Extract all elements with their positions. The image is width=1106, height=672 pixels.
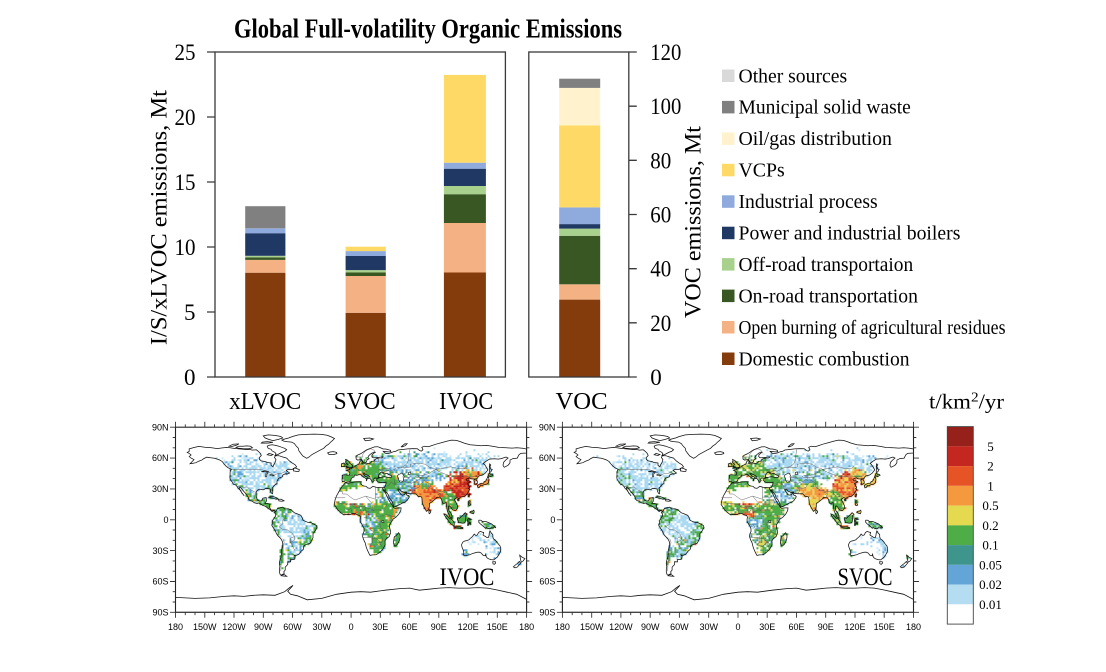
svg-text:0: 0	[650, 365, 662, 390]
svg-text:IVOC: IVOC	[439, 564, 494, 591]
svg-text:180: 180	[906, 622, 921, 632]
svg-text:xLVOC: xLVOC	[229, 389, 301, 415]
svg-text:Global Full-volatility Organic: Global Full-volatility Organic Emissions	[234, 14, 622, 44]
svg-text:150E: 150E	[487, 622, 508, 632]
svg-text:60E: 60E	[788, 622, 804, 632]
svg-text:60S: 60S	[539, 577, 555, 587]
svg-text:90N: 90N	[152, 422, 169, 432]
svg-text:VCPs: VCPs	[739, 161, 785, 182]
svg-text:60: 60	[650, 203, 671, 228]
svg-text:0.05: 0.05	[979, 558, 1002, 573]
svg-text:120E: 120E	[844, 622, 865, 632]
svg-text:0.01: 0.01	[979, 597, 1002, 612]
svg-text:20: 20	[175, 105, 196, 130]
svg-text:60W: 60W	[283, 622, 302, 632]
svg-text:150W: 150W	[580, 622, 604, 632]
svg-text:I/S/xLVOC emissions, Mt: I/S/xLVOC emissions, Mt	[147, 89, 172, 345]
svg-text:5: 5	[184, 300, 196, 325]
svg-text:150E: 150E	[874, 622, 895, 632]
svg-text:40: 40	[650, 257, 671, 282]
svg-text:120E: 120E	[458, 622, 479, 632]
svg-text:IVOC: IVOC	[439, 389, 493, 415]
svg-text:80: 80	[650, 148, 671, 173]
svg-text:60N: 60N	[152, 453, 169, 463]
svg-text:0: 0	[184, 365, 196, 390]
svg-text:0.5: 0.5	[982, 498, 998, 513]
svg-text:20: 20	[650, 311, 671, 336]
svg-text:90E: 90E	[431, 622, 447, 632]
svg-text:0: 0	[735, 622, 740, 632]
svg-text:2: 2	[987, 459, 994, 474]
svg-text:180: 180	[519, 622, 534, 632]
svg-text:30N: 30N	[539, 484, 556, 494]
svg-text:VOC emissions, Mt: VOC emissions, Mt	[681, 125, 706, 318]
svg-text:30S: 30S	[539, 546, 555, 556]
svg-text:Off-road transportaion: Off-road transportaion	[739, 255, 914, 276]
svg-text:25: 25	[175, 40, 196, 65]
svg-text:0: 0	[550, 515, 555, 525]
svg-text:t/km2/yr: t/km 2/yr	[929, 390, 1004, 414]
svg-text:60E: 60E	[402, 622, 418, 632]
svg-text:30W: 30W	[313, 622, 332, 632]
svg-text:120W: 120W	[609, 622, 633, 632]
svg-text:60W: 60W	[670, 622, 689, 632]
svg-text:90W: 90W	[254, 622, 273, 632]
svg-text:5: 5	[987, 439, 994, 454]
svg-text:SVOC: SVOC	[838, 564, 893, 591]
svg-text:90W: 90W	[641, 622, 660, 632]
svg-text:Other sources: Other sources	[739, 66, 848, 87]
svg-text:Oil/gas distribution: Oil/gas distribution	[739, 129, 893, 150]
svg-text:120W: 120W	[222, 622, 246, 632]
svg-text:Open burning of agricultural r: Open burning of agricultural residues	[739, 318, 1006, 339]
svg-text:0.02: 0.02	[979, 577, 1002, 592]
svg-text:120: 120	[650, 40, 681, 65]
svg-text:30E: 30E	[372, 622, 388, 632]
svg-text:60S: 60S	[152, 577, 168, 587]
svg-text:0: 0	[349, 622, 354, 632]
svg-text:VOC: VOC	[556, 389, 608, 415]
svg-text:On-road transportation: On-road transportation	[739, 286, 919, 307]
svg-text:1: 1	[987, 479, 994, 494]
svg-text:100: 100	[650, 94, 681, 119]
svg-text:150W: 150W	[193, 622, 217, 632]
svg-text:90N: 90N	[539, 422, 556, 432]
svg-text:10: 10	[175, 235, 196, 260]
svg-text:30W: 30W	[699, 622, 718, 632]
svg-text:Municipal solid waste: Municipal solid waste	[739, 98, 911, 119]
svg-text:90S: 90S	[539, 608, 555, 618]
svg-text:180: 180	[168, 622, 183, 632]
svg-text:0: 0	[163, 515, 168, 525]
svg-text:30E: 30E	[759, 622, 775, 632]
svg-text:0.2: 0.2	[982, 518, 998, 533]
svg-text:180: 180	[555, 622, 570, 632]
svg-text:90E: 90E	[818, 622, 834, 632]
svg-text:Domestic combustion: Domestic combustion	[739, 349, 910, 370]
svg-text:90S: 90S	[152, 608, 168, 618]
svg-text:60N: 60N	[539, 453, 556, 463]
svg-text:0.1: 0.1	[982, 538, 998, 553]
svg-text:SVOC: SVOC	[334, 389, 396, 415]
svg-text:30S: 30S	[152, 546, 168, 556]
svg-text:30N: 30N	[152, 484, 169, 494]
svg-text:15: 15	[175, 170, 196, 195]
svg-text:Power and industrial boilers: Power and industrial boilers	[739, 224, 961, 245]
svg-text:Industrial process: Industrial process	[739, 192, 878, 213]
